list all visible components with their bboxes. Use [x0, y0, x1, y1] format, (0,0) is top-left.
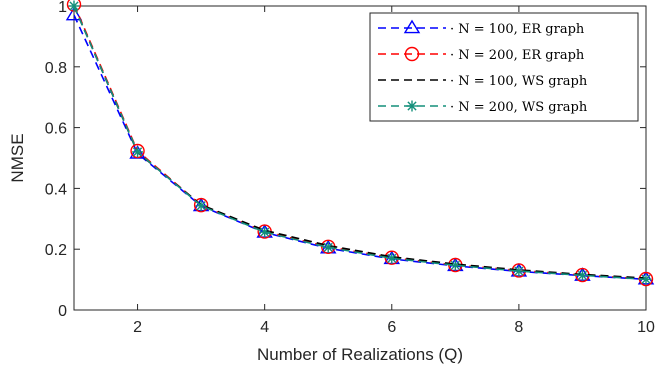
legend-marker	[404, 46, 420, 62]
data-point	[132, 146, 144, 158]
data-point	[130, 143, 145, 159]
x-tick-label: 6	[387, 319, 396, 336]
data-point	[65, 6, 83, 21]
y-tick-label: 0.6	[45, 121, 67, 138]
legend: · N = 100, ER graph · N = 200, ER graph · …	[369, 12, 639, 122]
data-point	[640, 273, 652, 285]
y-tick-label: 0	[58, 303, 67, 320]
legend-label: · N = 100, WS graph	[450, 74, 588, 89]
data-point	[576, 269, 588, 281]
legend-label: · N = 200, ER graph	[450, 48, 585, 63]
data-point	[259, 226, 271, 238]
y-tick-label: 0.2	[45, 242, 67, 259]
data-point	[68, 0, 80, 12]
data-point	[193, 197, 209, 213]
legend-item: · N = 100, ER graph	[378, 19, 585, 37]
series-4	[68, 0, 652, 285]
data-point	[322, 241, 334, 253]
data-point	[195, 200, 207, 212]
legend-item: · N = 200, ER graph	[378, 46, 585, 63]
y-axis-title: NMSE	[8, 133, 27, 182]
legend-marker	[406, 100, 418, 112]
legend-marker	[403, 19, 421, 34]
series-line	[74, 6, 646, 281]
y-tick-label: 1	[58, 0, 67, 16]
legend-item: · N = 200, WS graph	[378, 100, 588, 115]
x-axis-title: Number of Realizations (Q)	[257, 345, 463, 364]
x-tick-label: 4	[260, 319, 269, 336]
x-tick-label: 8	[514, 319, 523, 336]
data-point	[513, 265, 525, 277]
legend-label: · N = 100, ER graph	[450, 22, 585, 37]
legend-item: · N = 100, WS graph	[378, 74, 588, 89]
data-point	[386, 252, 398, 264]
legend-label: · N = 200, WS graph	[450, 100, 588, 115]
x-tick-label: 10	[637, 319, 655, 336]
x-tick-label: 2	[133, 319, 142, 336]
y-tick-label: 0.4	[45, 181, 67, 198]
data-point	[449, 259, 461, 271]
y-tick-label: 0.8	[45, 60, 67, 77]
